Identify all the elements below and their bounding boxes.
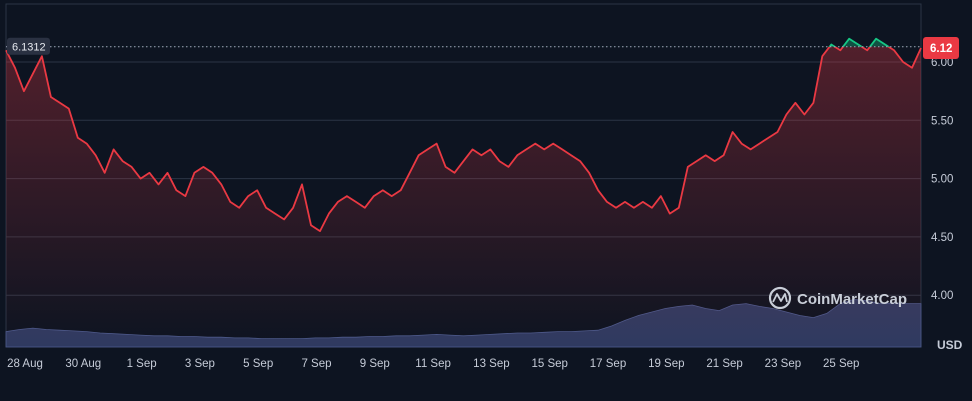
x-tick-label: 5 Sep bbox=[243, 358, 273, 370]
current-price-label: 6.12 bbox=[930, 43, 952, 55]
x-tick-label: 19 Sep bbox=[648, 358, 684, 370]
price-area-above bbox=[829, 38, 889, 47]
x-tick-label: 13 Sep bbox=[473, 358, 509, 370]
x-tick-label: 25 Sep bbox=[823, 358, 859, 370]
price-line-below bbox=[5, 46, 922, 232]
price-area-below bbox=[6, 46, 921, 347]
x-tick-label: 30 Aug bbox=[65, 358, 101, 370]
y-tick-label: 4.50 bbox=[931, 232, 953, 244]
x-tick-label: 11 Sep bbox=[415, 358, 451, 370]
x-tick-label: 7 Sep bbox=[301, 358, 331, 370]
reference-label-box bbox=[7, 37, 50, 55]
coinmarketcap-logo-icon bbox=[768, 286, 792, 310]
x-tick-label: 21 Sep bbox=[706, 358, 742, 370]
x-tick-label: 1 Sep bbox=[127, 358, 157, 370]
x-tick-label: 9 Sep bbox=[360, 358, 390, 370]
x-tick-label: 3 Sep bbox=[185, 358, 215, 370]
y-tick-label: 4.00 bbox=[931, 290, 953, 302]
volume-axis-label: USD bbox=[937, 338, 963, 352]
x-tick-label: 28 Aug bbox=[7, 358, 43, 370]
y-tick-label: 5.50 bbox=[931, 115, 953, 127]
x-tick-label: 23 Sep bbox=[765, 358, 801, 370]
y-tick-label: 6.00 bbox=[931, 57, 953, 69]
y-tick-label: 5.00 bbox=[931, 174, 953, 186]
reference-value-label: 6.1312 bbox=[12, 42, 46, 54]
watermark-text: CoinMarketCap bbox=[797, 291, 907, 308]
x-tick-label: 15 Sep bbox=[531, 358, 567, 370]
current-price-badge bbox=[923, 37, 959, 60]
x-tick-label: 17 Sep bbox=[590, 358, 626, 370]
